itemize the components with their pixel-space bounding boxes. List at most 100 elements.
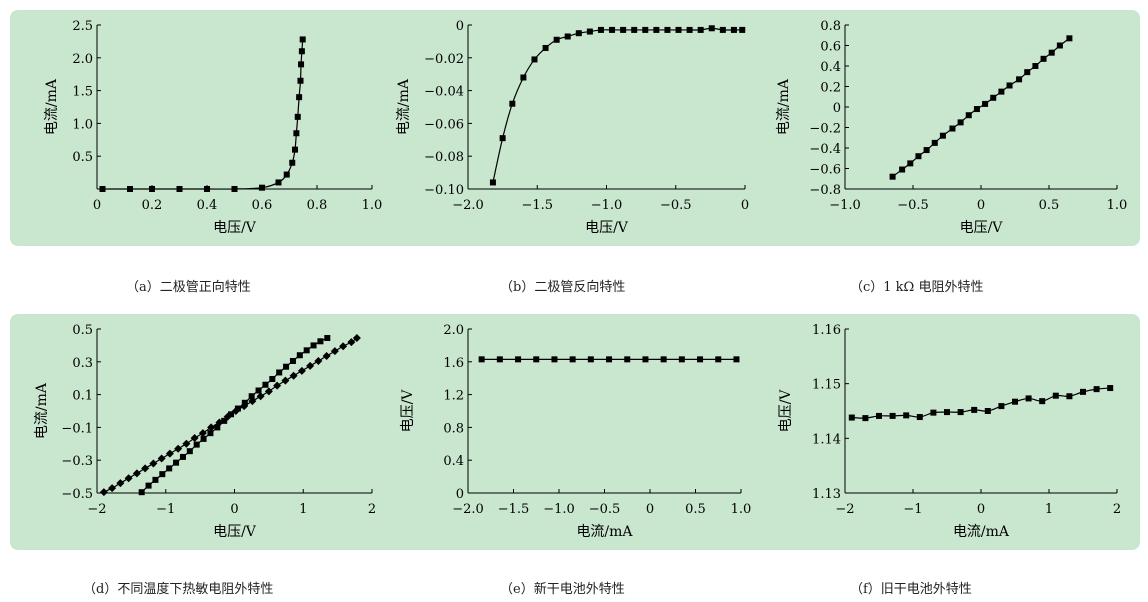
data-point-d [149,459,158,468]
data-point-b [553,36,560,43]
data-point-b [489,179,496,186]
y-tick-label-e: 1.6 [443,356,464,371]
x-tick-label-e: 1.0 [731,502,752,517]
x-tick-label-f: 1 [1045,502,1053,517]
data-point-d [324,335,331,342]
data-point-b [520,74,527,81]
x-tick-label-e: −1.5 [498,502,530,517]
data-point-d [132,469,141,478]
y-tick-label-f: 1.16 [812,323,841,338]
data-point-d [200,435,207,442]
y-tick-label-d: −0.5 [61,487,93,502]
y-tick-label-e: 0.8 [443,421,464,436]
x-tick-label-a: 0.6 [252,198,273,213]
data-point-e [624,356,631,363]
data-point-d [138,489,145,496]
data-point-d [157,454,166,463]
data-point-d [289,371,298,380]
data-point-d [116,479,125,488]
y-tick-label-b: −0.06 [424,117,464,132]
y-tick-label-e: 1.2 [443,389,464,404]
data-point-b [675,26,682,33]
data-point-e [569,356,576,363]
data-point-f [1107,385,1114,392]
data-point-d [339,342,348,351]
data-point-a [204,186,210,192]
x-tick-label-b: −1.5 [521,198,553,213]
data-point-d [145,482,152,489]
data-point-a [275,179,282,186]
data-point-c [923,147,930,154]
data-point-a [298,61,305,68]
data-point-c [949,125,956,132]
data-point-d [108,484,117,493]
x-tick-label-f: 0 [977,502,985,517]
data-point-f [862,415,869,422]
data-point-d [296,352,303,359]
data-point-d [330,347,339,356]
series-line-c-0 [892,37,1070,178]
x-tick-label-c: −1.0 [829,198,861,213]
data-point-b [531,56,538,63]
data-point-c [915,153,922,160]
y-tick-label-c: 0.6 [820,40,841,55]
data-point-a [259,184,265,191]
data-point-a [231,186,238,192]
data-point-b [730,26,737,33]
data-point-d [322,352,331,361]
y-tick-label-d: −0.3 [61,454,93,469]
data-point-b [664,26,671,33]
data-point-e [715,356,722,363]
data-point-c [998,88,1005,95]
y-tick-label-e: 0.4 [443,454,464,469]
data-point-c [1040,55,1047,62]
x-tick-label-d: −1 [156,502,175,517]
data-point-c [1032,63,1039,69]
x-tick-label-e: 0.5 [685,502,706,517]
y-tick-label-d: −0.1 [61,421,93,436]
data-point-c [1066,35,1073,42]
data-point-d [223,412,232,421]
x-tick-label-a: 1.0 [362,198,383,213]
x-tick-label-a: 0.2 [142,198,163,213]
x-tick-label-c: 1.0 [1107,198,1128,213]
data-point-a [292,146,298,153]
data-point-d [314,356,323,365]
data-point-d [159,471,166,478]
y-tick-label-f: 1.14 [812,432,841,447]
data-point-d [303,347,310,354]
x-tick-label-b: −2.0 [452,198,484,213]
data-point-e [606,356,613,363]
data-point-e [733,356,740,363]
y-tick-label-c: 0.2 [820,81,841,96]
data-point-e [660,356,667,363]
y-tick-label-b: −0.10 [424,183,464,198]
data-point-f [1052,392,1059,399]
data-point-d [347,338,356,347]
data-point-b [653,26,660,33]
x-axis-label-a: 电压/V [213,220,257,236]
data-point-f [848,414,855,421]
caption-f: （f）旧干电池外特性 [850,582,972,597]
data-point-e [697,356,704,363]
data-point-c [939,132,946,139]
data-point-d [262,381,269,388]
data-point-d [124,474,133,483]
x-axis-label-e: 电流/mA [576,524,633,540]
x-tick-label-b: −0.5 [660,198,692,213]
data-point-e [533,356,540,363]
data-point-a [149,186,155,192]
y-axis-label-c: 电流/mA [776,78,792,135]
data-point-a [293,130,300,137]
data-point-c [973,106,980,113]
y-tick-label-c: −0.6 [809,163,841,178]
data-point-d [256,392,265,401]
data-point-b [739,26,746,33]
y-tick-label-e: 2.0 [443,323,464,338]
x-tick-label-a: 0 [93,198,101,213]
data-point-f [971,406,978,413]
data-point-d [248,397,257,406]
